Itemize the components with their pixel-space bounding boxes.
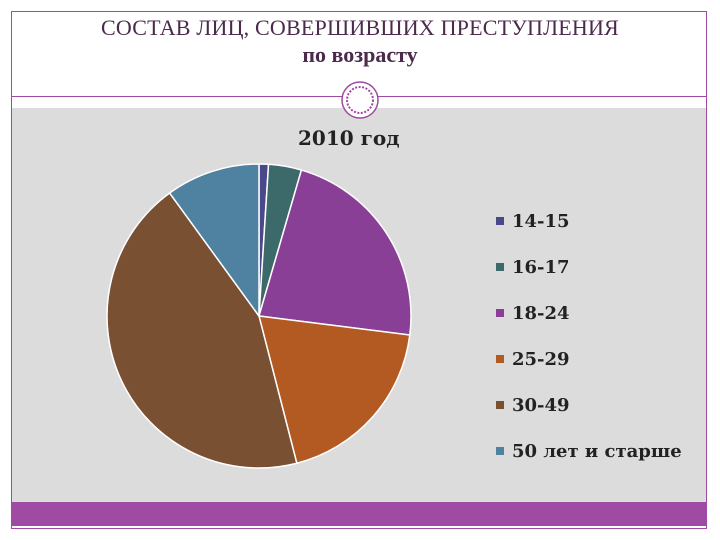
chart-title: 2010 год [298,126,400,150]
legend-label: 50 лет и старше [512,440,682,462]
pie-slice-50-лет-и-старше [168,163,260,319]
chart-legend: 14-15 16-17 18-24 25-29 30-49 50 лет и старше [496,198,682,474]
legend-label: 30-49 [512,394,570,416]
legend-label: 25-29 [512,348,570,370]
legend-label: 16-17 [512,256,570,278]
legend-swatch [496,217,504,225]
pie-slice-25-29 [257,315,411,465]
legend-swatch [496,263,504,271]
legend-label: 14-15 [512,210,570,232]
title-line-1: СОСТАВ ЛИЦ, СОВЕРШИВШИХ ПРЕСТУПЛЕНИЯ [101,15,619,40]
pie-slice-18-24 [258,169,412,336]
circle-ornament-icon [341,81,379,119]
legend-label: 18-24 [512,302,570,324]
slide-title: СОСТАВ ЛИЦ, СОВЕРШИВШИХ ПРЕСТУПЛЕНИЯ по … [12,14,708,68]
legend-item: 16-17 [496,244,682,290]
legend-swatch [496,355,504,363]
legend-item: 30-49 [496,382,682,428]
pie-slice-30-49 [106,191,298,469]
legend-swatch [496,447,504,455]
legend-swatch [496,309,504,317]
bottom-accent-bar [12,502,706,526]
legend-swatch [496,401,504,409]
legend-item: 18-24 [496,290,682,336]
legend-item: 50 лет и старше [496,428,682,474]
slide-frame [11,11,707,529]
title-line-2: по возрасту [302,42,418,67]
legend-item: 14-15 [496,198,682,244]
legend-item: 25-29 [496,336,682,382]
